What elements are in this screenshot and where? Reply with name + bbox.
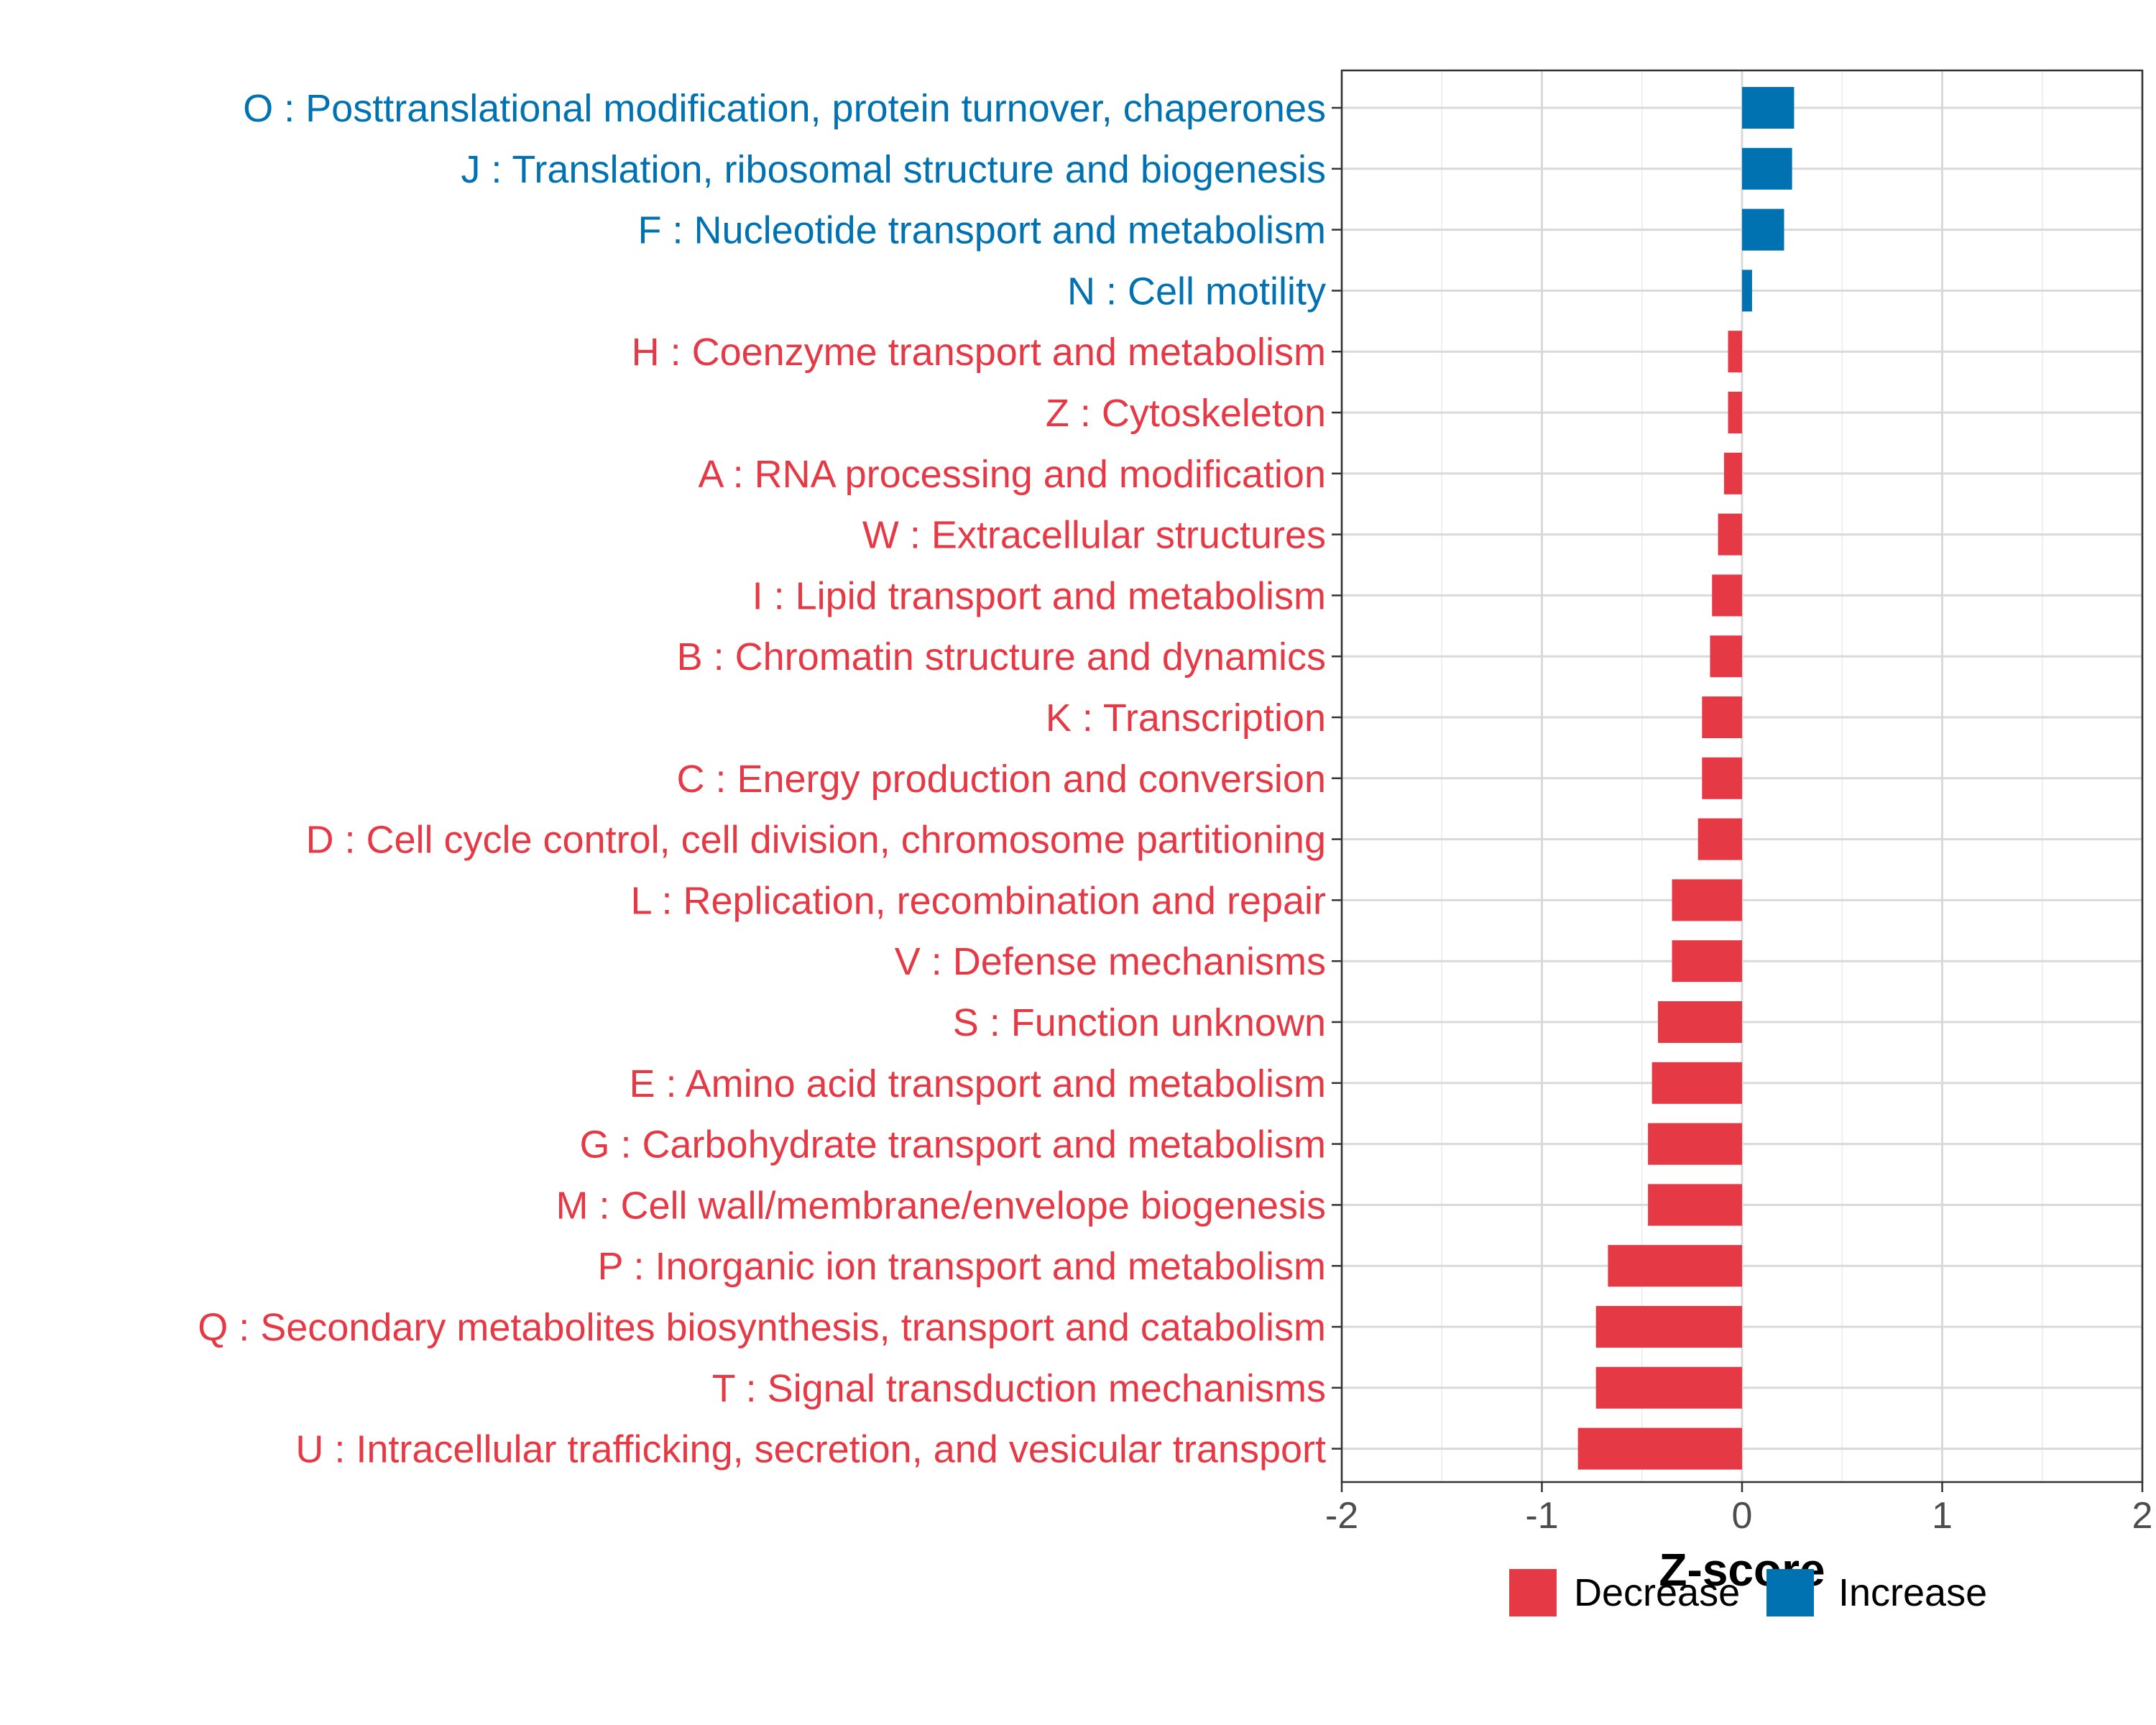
- category-label-l: L : Replication, recombination and repai…: [630, 879, 1326, 922]
- bar-c: [1702, 757, 1742, 799]
- bar-w: [1718, 513, 1742, 556]
- category-label-o: O : Posttranslational modification, prot…: [243, 87, 1326, 130]
- bar-s: [1658, 1001, 1742, 1043]
- x-tick-label-2: 0: [1732, 1495, 1753, 1537]
- legend-label-decrease: Decrease: [1574, 1571, 1740, 1614]
- category-label-n: N : Cell motility: [1067, 270, 1326, 313]
- bar-v: [1672, 940, 1742, 983]
- bar-e: [1651, 1062, 1742, 1104]
- bar-j: [1742, 147, 1792, 190]
- legend-swatch-decrease: [1509, 1569, 1557, 1616]
- bar-h: [1728, 331, 1742, 373]
- y-axis-labels: O : Posttranslational modification, prot…: [198, 87, 1326, 1471]
- x-axis-labels: -2 -1 0 1 2: [1325, 1495, 2153, 1537]
- bar-u: [1577, 1427, 1742, 1470]
- category-label-d: D : Cell cycle control, cell division, c…: [305, 819, 1326, 862]
- bar-q: [1595, 1306, 1742, 1348]
- category-label-b: B : Chromatin structure and dynamics: [677, 635, 1326, 678]
- bar-l: [1672, 879, 1742, 921]
- category-label-f: F : Nucleotide transport and metabolism: [638, 209, 1326, 252]
- bar-p: [1608, 1245, 1742, 1287]
- bar-o: [1742, 87, 1795, 129]
- x-tick-label-4: 2: [2132, 1495, 2153, 1537]
- category-label-c: C : Energy production and conversion: [676, 758, 1326, 801]
- bar-i: [1712, 574, 1742, 617]
- bar-d: [1697, 818, 1742, 860]
- x-tick-label-1: -1: [1525, 1495, 1558, 1537]
- category-label-z: Z : Cytoskeleton: [1046, 392, 1326, 435]
- category-label-u: U : Intracellular trafficking, secretion…: [295, 1428, 1326, 1471]
- bar-m: [1648, 1184, 1742, 1226]
- legend: Decrease Increase: [1509, 1569, 1987, 1616]
- bar-b: [1710, 635, 1742, 678]
- category-label-i: I : Lipid transport and metabolism: [752, 574, 1326, 617]
- category-label-w: W : Extracellular structures: [862, 514, 1326, 557]
- bar-a: [1723, 452, 1742, 494]
- category-label-t: T : Signal transduction mechanisms: [712, 1367, 1326, 1410]
- bar-t: [1595, 1366, 1742, 1409]
- category-label-q: Q : Secondary metabolites biosynthesis, …: [198, 1306, 1326, 1349]
- category-label-p: P : Inorganic ion transport and metaboli…: [597, 1245, 1326, 1288]
- bar-f: [1742, 208, 1784, 251]
- category-label-j: J : Translation, ribosomal structure and…: [461, 148, 1326, 191]
- legend-swatch-increase: [1766, 1569, 1814, 1616]
- category-label-h: H : Coenzyme transport and metabolism: [632, 331, 1326, 374]
- x-axis-ticks: [1340, 1482, 2144, 1492]
- category-label-m: M : Cell wall/membrane/envelope biogenes…: [556, 1184, 1326, 1227]
- category-label-e: E : Amino acid transport and metabolism: [630, 1062, 1326, 1105]
- bar-n: [1742, 270, 1752, 312]
- category-label-a: A : RNA processing and modification: [699, 453, 1326, 496]
- x-tick-label-3: 1: [1932, 1495, 1953, 1537]
- bars: [1577, 87, 1795, 1470]
- category-label-k: K : Transcription: [1046, 696, 1326, 740]
- category-label-v: V : Defense mechanisms: [895, 940, 1326, 983]
- bar-z: [1728, 392, 1742, 433]
- category-label-g: G : Carbohydrate transport and metabolis…: [580, 1123, 1327, 1167]
- x-tick-label-0: -2: [1325, 1495, 1358, 1537]
- category-label-s: S : Function unknown: [953, 1001, 1326, 1044]
- legend-label-increase: Increase: [1838, 1571, 1987, 1614]
- bar-k: [1702, 696, 1742, 738]
- y-axis-ticks: [1332, 106, 1342, 1450]
- bar-g: [1648, 1123, 1742, 1165]
